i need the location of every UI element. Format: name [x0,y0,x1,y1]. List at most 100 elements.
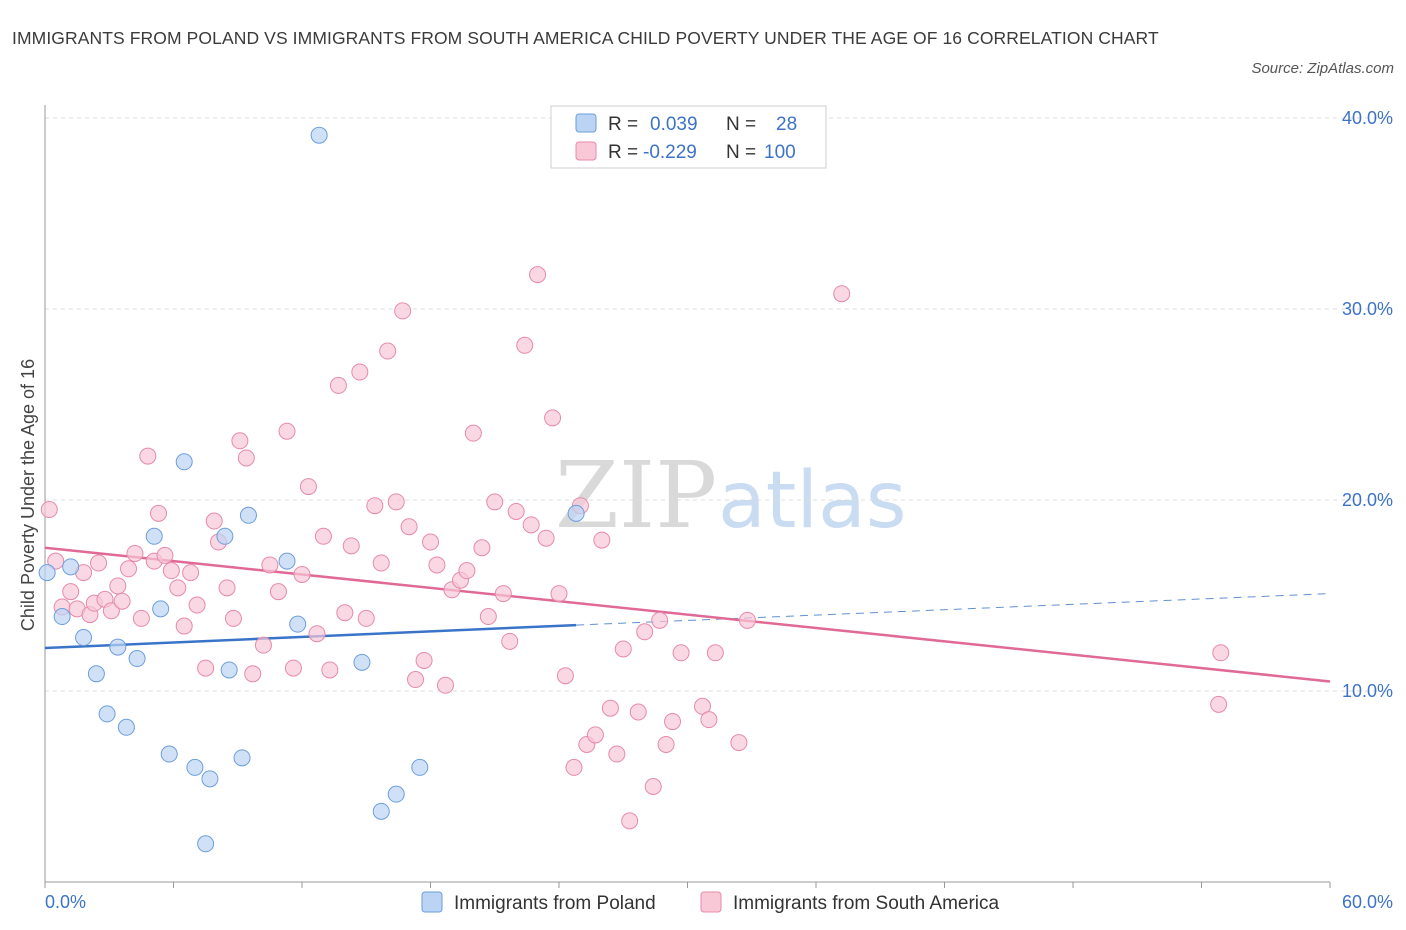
poland-point [175,453,193,471]
south-america-point [357,609,375,627]
south-america-point [407,671,425,689]
south-america-point [329,376,347,394]
poland-point [239,506,257,524]
y-tick-label: 30.0% [1342,299,1393,319]
south-america-point [464,424,482,442]
south-america-point [126,544,144,562]
south-america-trend-line [44,546,1331,683]
south-america-point [565,758,583,776]
south-america-point [261,556,279,574]
south-america-point [486,493,504,511]
south-america-point [1210,695,1228,713]
south-america-point [428,556,446,574]
south-america-point [299,478,317,496]
south-america-point [494,585,512,603]
poland-point [233,749,251,767]
south-america-point [218,579,236,597]
y-axis-label: Child Poverty Under the Age of 16 [18,359,38,631]
south-america-point [394,302,412,320]
south-america-point [738,611,756,629]
south-america-point [169,579,187,597]
poland-point [310,126,328,144]
south-america-point [664,713,682,731]
south-america-point [706,644,724,662]
stats-swatch-south-america [575,141,597,161]
stats-box: R = 0.039 N = 28 R = -0.229 N = 100 [550,105,827,169]
south-america-point [40,501,58,519]
south-america-point [237,449,255,467]
gridlines [45,117,1390,692]
south-america-point [700,711,718,729]
south-america-point [254,636,272,654]
south-america-point [102,602,120,620]
stats-r-value-poland: 0.039 [650,114,698,135]
watermark-zip: ZIP [555,442,717,549]
watermark-atlas: atlas [718,456,907,546]
poland-point [128,650,146,668]
south-america-point [529,266,547,284]
poland-point [75,629,93,647]
south-america-point [387,493,405,511]
south-america-point [205,512,223,530]
south-america-point [109,577,127,595]
poland-point [353,653,371,671]
chart-title: IMMIGRANTS FROM POLAND VS IMMIGRANTS FRO… [12,28,1159,48]
stats-r-value-south-america: -0.229 [643,142,697,163]
poland-point [372,802,390,820]
south-america-point [336,604,354,622]
south-america-point [224,609,242,627]
south-america-point [422,533,439,551]
south-america-point [244,665,262,683]
south-america-point [516,336,534,354]
south-america-point [473,539,491,557]
south-america-point [436,676,454,694]
south-america-point [132,609,150,627]
south-america-point [321,661,339,679]
legend-swatch-south-america [700,891,722,913]
south-america-point [458,562,476,580]
south-america-point [62,583,80,601]
stats-n-value-south-america: 100 [764,142,796,163]
south-america-point [522,516,540,534]
south-america-point [586,726,604,744]
south-america-point [139,447,157,465]
south-america-point [550,585,568,603]
south-america-point [415,651,433,669]
poland-trend-extension [576,593,1331,626]
stats-swatch-poland [575,113,597,133]
south-america-point [657,735,675,753]
poland-point [567,504,585,522]
poland-point [387,785,405,803]
south-america-point [608,745,626,763]
south-america-point [278,422,296,440]
south-america-point [182,564,200,582]
south-america-point [342,537,360,555]
south-america-point [188,596,206,614]
y-tick-labels: 10.0% 20.0% 30.0% 40.0% [1342,108,1393,701]
south-america-point [479,608,497,626]
south-america-point [593,531,611,549]
south-america-point [197,659,215,677]
stats-r-label-south-america: R = [608,142,638,163]
y-tick-label: 20.0% [1342,490,1393,510]
y-tick-label: 10.0% [1342,681,1393,701]
poland-point [289,615,307,633]
poland-point [411,758,429,776]
south-america-point [120,560,138,578]
poland-point [87,665,105,683]
south-america-point [651,611,669,629]
south-america-point [601,699,619,717]
watermark: ZIP atlas [555,442,907,549]
south-america-point [175,617,193,635]
x-tick-label: 0.0% [45,892,86,912]
legend-label-south-america: Immigrants from South America [733,893,1000,914]
x-tick-labels: 0.0% 60.0% [45,892,1393,912]
stats-n-label-south-america: N = [726,142,756,163]
y-tick-label: 40.0% [1342,108,1393,128]
south-america-point [90,554,108,572]
south-america-point [644,778,662,795]
poland-point [145,527,163,545]
south-america-point [284,659,302,677]
legend: Immigrants from Poland Immigrants from S… [421,891,1000,914]
